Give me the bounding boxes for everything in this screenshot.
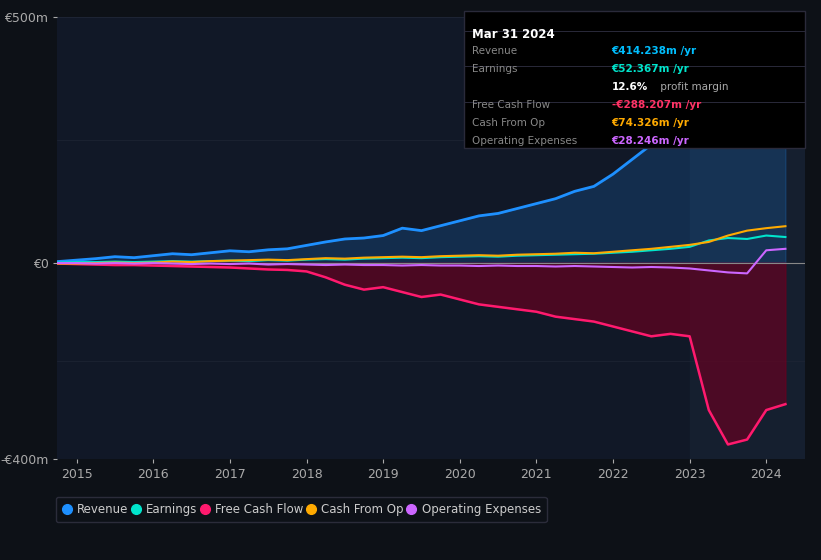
Text: €74.326m /yr: €74.326m /yr [612, 118, 690, 128]
Bar [690, 17, 805, 459]
Text: €28.246m /yr: €28.246m /yr [612, 136, 690, 146]
Text: 12.6%: 12.6% [612, 82, 648, 92]
Text: Free Cash Flow: Free Cash Flow [472, 100, 550, 110]
Text: €414.238m /yr: €414.238m /yr [612, 46, 697, 56]
Text: €52.367m /yr: €52.367m /yr [612, 64, 690, 74]
Text: Revenue: Revenue [472, 46, 517, 56]
Text: Mar 31 2024: Mar 31 2024 [472, 28, 555, 41]
Text: profit margin: profit margin [657, 82, 728, 92]
Text: Operating Expenses: Operating Expenses [472, 136, 577, 146]
Legend: Revenue, Earnings, Free Cash Flow, Cash From Op, Operating Expenses: Revenue, Earnings, Free Cash Flow, Cash … [56, 497, 547, 522]
Text: Cash From Op: Cash From Op [472, 118, 545, 128]
Text: Earnings: Earnings [472, 64, 517, 74]
Text: -€288.207m /yr: -€288.207m /yr [612, 100, 701, 110]
